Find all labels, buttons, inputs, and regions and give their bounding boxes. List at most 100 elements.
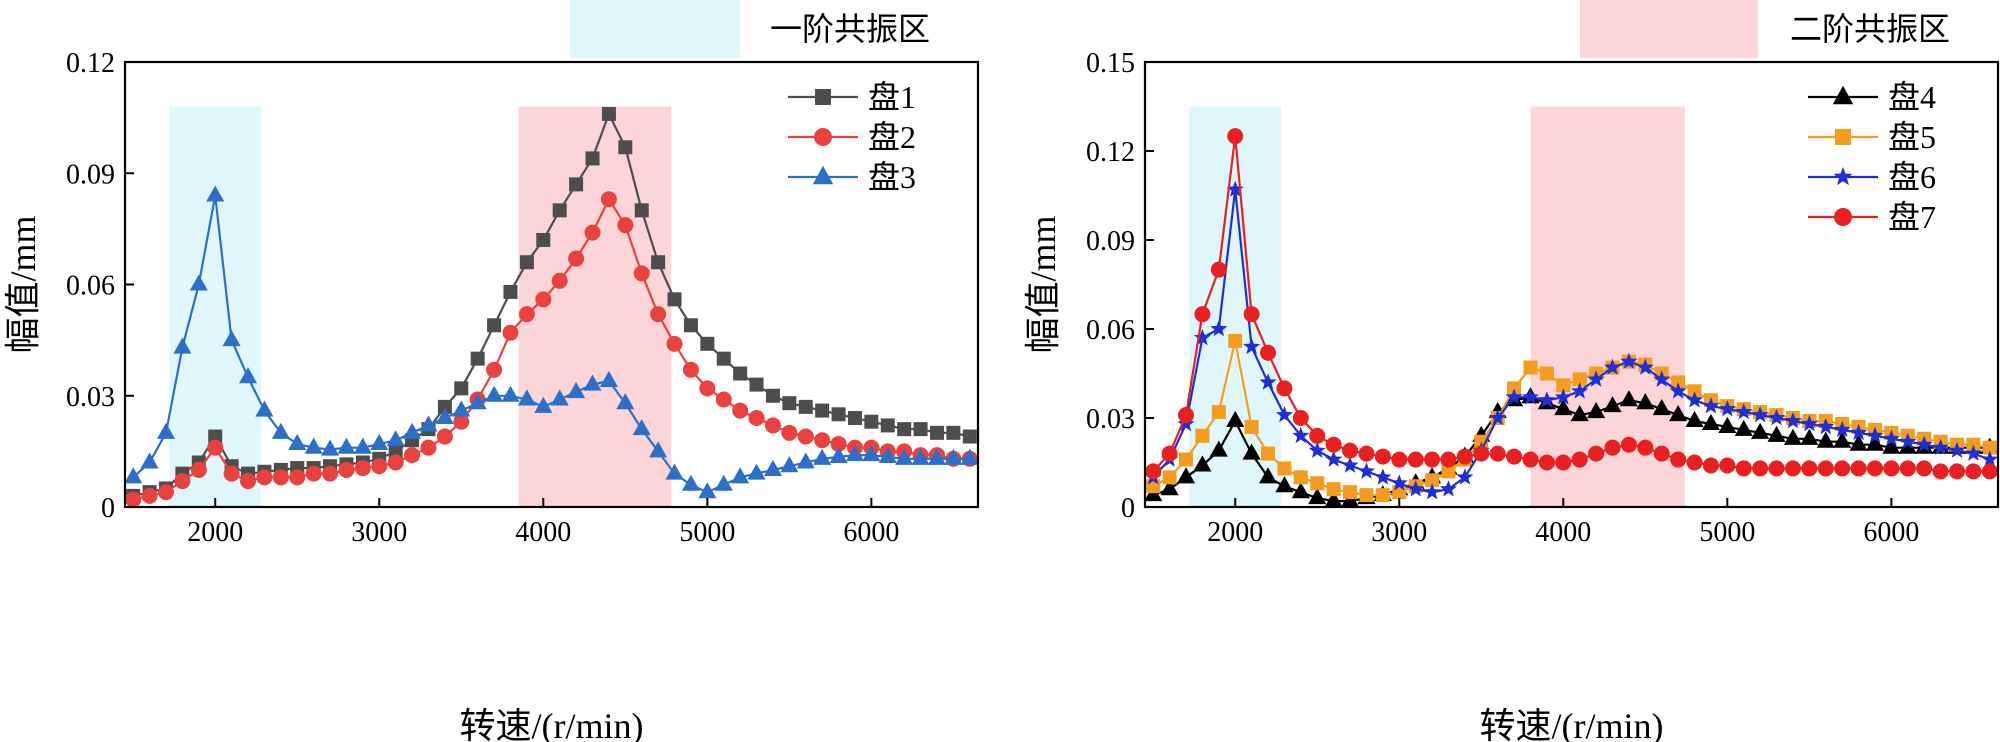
data-point-盘3 [845,445,865,462]
x-axis-label: 转速/(r/min) [460,706,644,742]
data-point-盘1 [749,377,764,392]
data-point-盘2 [764,417,781,434]
data-point-盘4 [1652,399,1671,416]
y-tick-label: 0.09 [66,159,115,190]
data-point-盘4 [1882,437,1901,454]
legend-label-盘4: 盘4 [1888,79,1936,115]
data-point-盘1 [929,425,944,440]
legend-marker-盘4 [1832,85,1854,105]
data-point-盘6 [1538,391,1556,408]
data-point-盘4 [1734,419,1753,436]
data-point-盘6 [1620,352,1638,369]
data-point-盘3 [583,374,602,391]
data-point-盘3 [255,400,274,417]
data-point-盘3 [534,396,553,413]
data-point-盘6 [1357,462,1375,479]
data-point-盘7 [1965,463,1982,480]
data-point-盘5 [1277,461,1292,476]
data-point-盘6 [1981,450,1999,467]
y-tick-label: 0 [101,493,115,524]
data-point-盘2 [486,361,503,378]
legend-marker-盘1 [815,89,831,105]
data-point-盘1 [388,444,403,459]
data-point-盘3 [698,482,717,499]
data-point-盘6 [1292,426,1310,444]
data-point-盘1 [847,411,862,425]
data-point-盘6 [1899,432,1917,449]
data-point-盘2 [272,469,289,486]
resonance-band-second [1530,106,1685,507]
data-point-盘5 [1375,488,1390,503]
data-point-盘1 [880,418,895,433]
data-point-盘4 [1783,428,1803,445]
data-point-盘7 [1325,436,1342,453]
data-point-盘2 [551,272,568,289]
series-line-盘2 [132,196,970,501]
data-point-盘5 [1326,482,1341,497]
data-point-盘4 [1767,425,1786,442]
data-point-盘1 [437,399,452,414]
data-point-盘3 [649,441,668,458]
data-point-盘4 [1865,434,1885,451]
data-point-盘6 [1341,456,1359,473]
data-point-盘6 [1866,426,1884,444]
x-tick-label: 2000 [187,517,243,548]
data-point-盘1 [585,151,600,166]
data-point-盘3 [238,367,258,384]
data-point-盘6 [1964,444,1982,461]
data-point-盘4 [1291,482,1310,499]
y-tick-label: 0.12 [1086,137,1135,168]
data-point-盘7 [1522,451,1539,468]
data-point-盘6 [1259,373,1277,390]
data-point-盘2 [141,487,158,504]
data-point-盘6 [1784,412,1802,429]
data-point-盘7 [1374,448,1391,465]
x-tick-label: 5000 [679,517,735,548]
data-point-盘7 [1948,463,1965,480]
data-point-盘7 [1981,463,1998,480]
data-point-盘1 [913,422,928,437]
data-point-盘2 [420,439,437,456]
data-point-盘3 [632,419,651,436]
data-point-盘6 [1653,370,1671,387]
data-point-盘2 [289,469,306,486]
data-point-盘4 [1160,479,1179,496]
data-point-盘3 [763,459,783,476]
data-point-盘7 [1850,460,1867,477]
data-point-盘4 [1800,428,1819,445]
data-point-盘4 [1701,413,1720,430]
data-point-盘1 [601,106,616,121]
legend-marker-盘7 [1834,208,1852,226]
top-legend-second: 二阶共振区 [1580,0,1950,58]
data-point-盘7 [1424,451,1441,468]
series-line-盘4 [1152,396,1990,503]
data-point-盘4 [1176,467,1196,484]
y-tick-label: 0.03 [1086,404,1135,435]
data-point-盘2 [223,465,240,482]
data-point-盘7 [1538,454,1555,471]
data-point-盘6 [1702,397,1720,414]
data-point-盘4 [1751,422,1770,439]
data-point-盘1 [487,318,502,333]
data-point-盘2 [748,410,765,426]
data-point-盘2 [387,454,404,471]
data-point-盘7 [1391,451,1408,468]
data-point-盘2 [190,461,207,478]
y-axis-label: 幅值/mm [3,215,43,353]
data-point-盘7 [1358,445,1375,462]
data-point-盘7 [1473,445,1490,462]
data-point-盘5 [1982,440,1997,455]
y-tick-label: 0.09 [1086,226,1135,257]
data-point-盘2 [207,439,224,456]
data-point-盘1 [569,177,584,192]
data-point-盘1 [503,284,518,299]
data-point-盘5 [1523,360,1538,375]
data-point-盘1 [454,381,469,396]
legend-marker-盘6 [1833,167,1853,186]
x-axis-label: 转速/(r/min) [1480,706,1664,742]
data-point-盘2 [535,291,552,308]
data-point-盘2 [830,435,847,452]
chart-left: 2000 3000 4000 5000 6000 0 0.03 0.06 0.09 0.12 转速/… [3,48,980,742]
data-point-盘1 [208,429,223,444]
